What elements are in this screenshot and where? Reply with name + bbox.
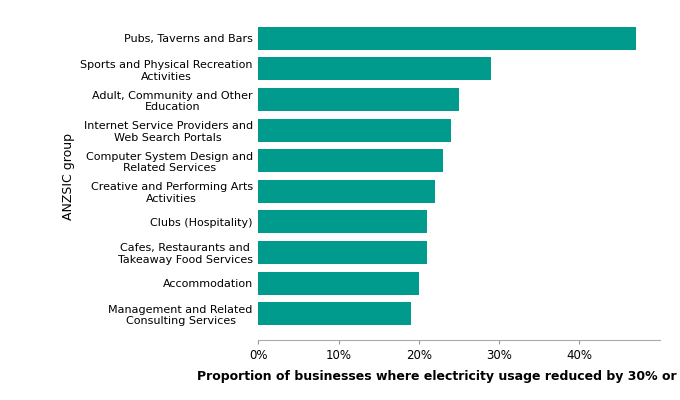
Bar — [258, 272, 419, 294]
Bar — [258, 88, 459, 111]
X-axis label: Proportion of businesses where electricity usage reduced by 30% or more.: Proportion of businesses where electrici… — [197, 370, 680, 383]
Y-axis label: ANZSIC group: ANZSIC group — [62, 132, 75, 220]
Bar — [258, 27, 636, 50]
Bar — [258, 58, 491, 80]
Bar — [258, 180, 435, 203]
Bar — [258, 210, 427, 233]
Bar — [258, 302, 411, 325]
Bar — [258, 119, 451, 142]
Bar — [258, 149, 443, 172]
Bar — [258, 241, 427, 264]
